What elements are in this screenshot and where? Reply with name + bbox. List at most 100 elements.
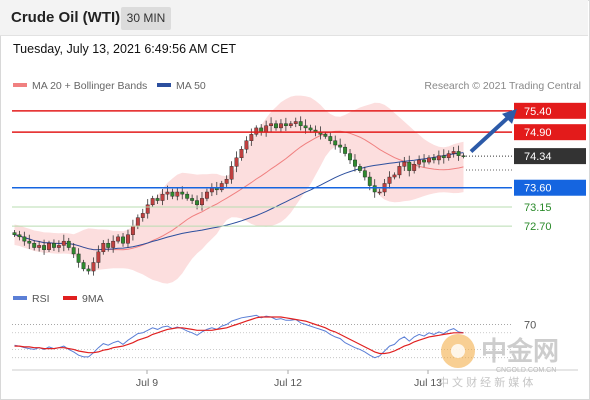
timestamp: Tuesday, July 13, 2021 6:49:56 AM CET	[13, 42, 237, 56]
candle-body	[298, 121, 303, 126]
candle-body	[353, 159, 357, 167]
candle-body	[204, 191, 209, 199]
ma50-swatch	[157, 83, 171, 88]
candle-body	[126, 234, 130, 244]
candle-body	[229, 166, 234, 180]
ma50-line	[14, 152, 464, 251]
candle-body	[32, 243, 37, 248]
ma20-label: MA 20 + Bollinger Bands	[32, 80, 148, 92]
candle-body	[61, 240, 66, 246]
candle-body	[333, 140, 338, 146]
candle-body	[22, 236, 27, 242]
candle-body	[412, 164, 417, 171]
candle-body	[461, 155, 466, 157]
watermark-logo-inner	[451, 344, 465, 358]
candle-body	[456, 151, 461, 156]
candle-body	[200, 198, 204, 206]
timeframe-badge[interactable]: 30 MIN	[121, 7, 171, 30]
candle-body	[427, 157, 431, 163]
copyright: Research © 2021 Trading Central	[424, 80, 581, 92]
candle-body	[155, 198, 160, 201]
candle-body	[239, 149, 244, 159]
candle-body	[111, 240, 116, 248]
candle-body	[175, 191, 180, 197]
candle-body	[441, 155, 446, 159]
candle-body	[42, 245, 47, 250]
candle-body	[402, 161, 407, 167]
candle-body	[407, 161, 412, 171]
rsi-ma9-line	[14, 316, 464, 355]
candle-body	[101, 243, 106, 253]
candle-body	[417, 159, 422, 165]
watermark-brand: 中金网	[481, 336, 559, 366]
candle-body	[279, 123, 283, 129]
candle-body	[357, 166, 362, 171]
rsi-swatch	[13, 296, 27, 300]
candle-body	[328, 136, 333, 141]
ma9-label: 9MA	[82, 293, 104, 305]
candle-body	[308, 127, 313, 131]
candle-body	[451, 151, 456, 154]
candle-body	[52, 243, 56, 248]
candle-body	[91, 262, 96, 272]
resistance-tag	[514, 124, 586, 141]
candle-body	[392, 174, 397, 178]
legend-ma20: MA 20 + Bollinger Bands	[13, 80, 147, 92]
candle-body	[269, 123, 274, 126]
support-tag-label: 73.60	[524, 183, 552, 195]
candle-body	[283, 123, 288, 126]
candle-body	[185, 193, 190, 199]
minor-support-label: 73.15	[524, 202, 552, 214]
ma20-swatch	[13, 83, 27, 88]
candle-body	[288, 123, 293, 126]
candle-body	[170, 191, 175, 197]
candle-body	[130, 225, 135, 235]
legend-ma50: MA 50	[157, 80, 206, 92]
candle-body	[17, 234, 22, 238]
candle-body	[234, 157, 239, 167]
candle-body	[219, 183, 224, 191]
header-bar: Crude Oil (WTI) 30 MIN	[0, 0, 588, 36]
candle-body	[343, 146, 348, 154]
candle-body	[249, 134, 254, 141]
candle-body	[264, 125, 269, 133]
watermark-site: CNGOLD.COM.CN	[496, 367, 556, 374]
candle-body	[397, 166, 402, 176]
rsi-level-label: 70	[524, 319, 536, 331]
rsi-label: RSI	[32, 293, 50, 305]
candle-body	[377, 191, 382, 194]
candle-body	[422, 159, 426, 163]
candle-body	[387, 176, 392, 184]
candle-body	[446, 153, 451, 159]
instrument-title: Crude Oil (WTI)	[11, 9, 121, 26]
candle-body	[165, 191, 170, 195]
candle-body	[436, 155, 441, 161]
candle-body	[224, 178, 229, 184]
candle-body	[323, 134, 328, 137]
forecast-arrow-shaft	[469, 113, 513, 154]
candle-body	[37, 245, 42, 248]
candle-body	[274, 123, 278, 129]
price-tag-last	[514, 148, 586, 165]
candle-body	[180, 191, 185, 195]
candle-body	[56, 245, 61, 248]
resistance-tag-label: 75.40	[524, 106, 552, 118]
candle-body	[254, 127, 259, 135]
ma9-swatch	[63, 296, 77, 300]
candle-body	[140, 213, 145, 218]
candle-body	[293, 121, 298, 124]
candle-body	[71, 247, 76, 255]
candle-body	[195, 200, 199, 206]
resistance-tag	[514, 102, 586, 119]
candle-body	[96, 251, 101, 263]
support-tag	[514, 179, 586, 196]
candle-body	[116, 236, 121, 242]
forecast-arrow-head	[502, 108, 517, 124]
candle-body	[66, 240, 71, 248]
resistance-tag-label: 74.90	[524, 127, 552, 139]
candle-body	[121, 236, 125, 244]
candle-body	[160, 193, 165, 201]
candle-body	[145, 204, 150, 214]
candle-body	[47, 243, 51, 250]
